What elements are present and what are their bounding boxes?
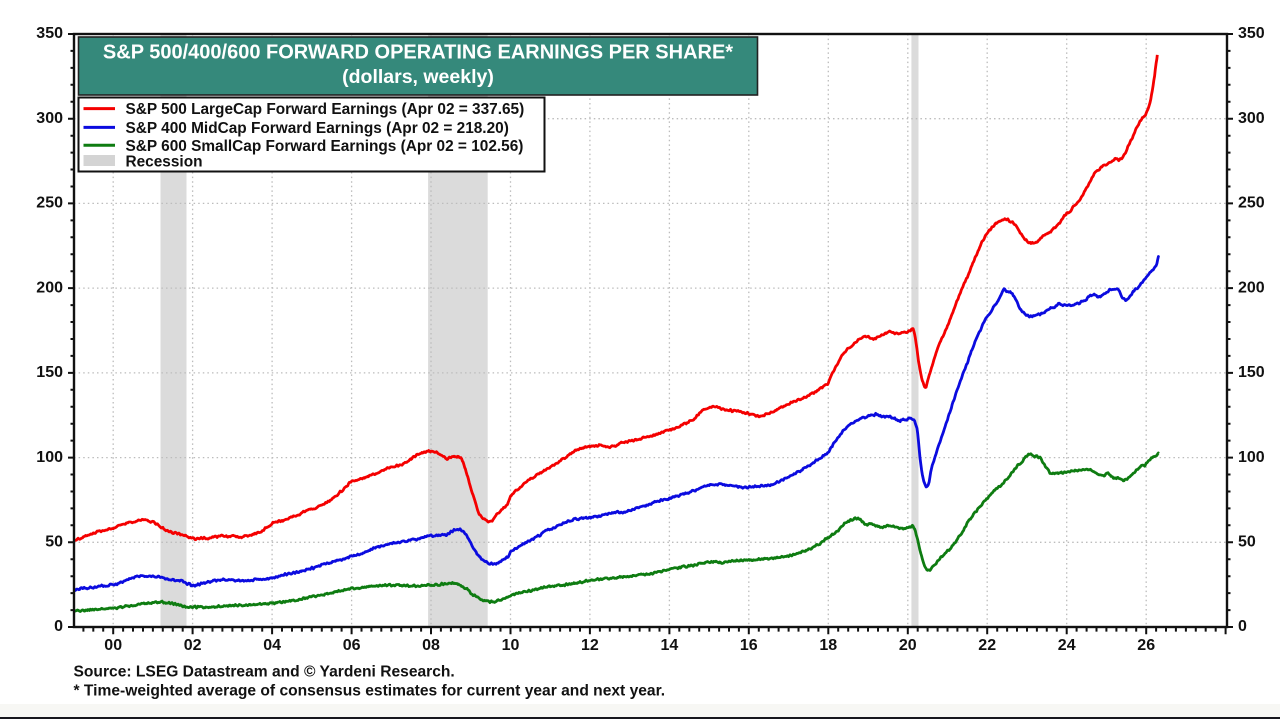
svg-text:350: 350 — [1238, 25, 1265, 42]
svg-text:08: 08 — [422, 637, 440, 654]
svg-text:S&P 500 LargeCap Forward Earni: S&P 500 LargeCap Forward Earnings (Apr 0… — [126, 101, 525, 118]
svg-text:S&P 400 MidCap Forward Earning: S&P 400 MidCap Forward Earnings (Apr 02 … — [126, 120, 509, 137]
svg-text:150: 150 — [36, 364, 63, 381]
svg-text:350: 350 — [36, 25, 63, 42]
svg-text:0: 0 — [54, 618, 63, 635]
svg-text:Source: LSEG Datastream and ©: Source: LSEG Datastream and © Yardeni Re… — [74, 664, 455, 681]
svg-text:0: 0 — [1238, 618, 1247, 635]
svg-text:Recession: Recession — [126, 154, 203, 171]
svg-text:10: 10 — [502, 637, 520, 654]
svg-text:00: 00 — [104, 637, 122, 654]
svg-text:26: 26 — [1137, 637, 1155, 654]
svg-text:300: 300 — [36, 110, 63, 127]
svg-text:50: 50 — [1238, 534, 1256, 551]
svg-text:02: 02 — [184, 637, 202, 654]
svg-text:(dollars, weekly): (dollars, weekly) — [342, 66, 494, 88]
svg-text:14: 14 — [661, 637, 679, 654]
svg-text:250: 250 — [1238, 195, 1265, 212]
svg-text:150: 150 — [1238, 364, 1265, 381]
svg-text:200: 200 — [1238, 279, 1265, 296]
svg-text:06: 06 — [343, 637, 361, 654]
svg-text:100: 100 — [1238, 449, 1265, 466]
svg-text:20: 20 — [899, 637, 917, 654]
svg-text:18: 18 — [819, 637, 837, 654]
svg-text:250: 250 — [36, 195, 63, 212]
svg-text:200: 200 — [36, 279, 63, 296]
svg-text:16: 16 — [740, 637, 758, 654]
svg-text:50: 50 — [45, 534, 63, 551]
svg-text:22: 22 — [978, 637, 996, 654]
svg-text:S&P 600 SmallCap Forward Earni: S&P 600 SmallCap Forward Earnings (Apr 0… — [126, 138, 524, 155]
svg-text:12: 12 — [581, 637, 599, 654]
svg-text:24: 24 — [1058, 637, 1076, 654]
svg-text:S&P 500/400/600 FORWARD OPERAT: S&P 500/400/600 FORWARD OPERATING EARNIN… — [103, 42, 733, 64]
svg-text:04: 04 — [263, 637, 281, 654]
svg-text:100: 100 — [36, 449, 63, 466]
svg-text:300: 300 — [1238, 110, 1265, 127]
svg-text:* Time-weighted average of con: * Time-weighted average of consensus est… — [74, 683, 666, 700]
